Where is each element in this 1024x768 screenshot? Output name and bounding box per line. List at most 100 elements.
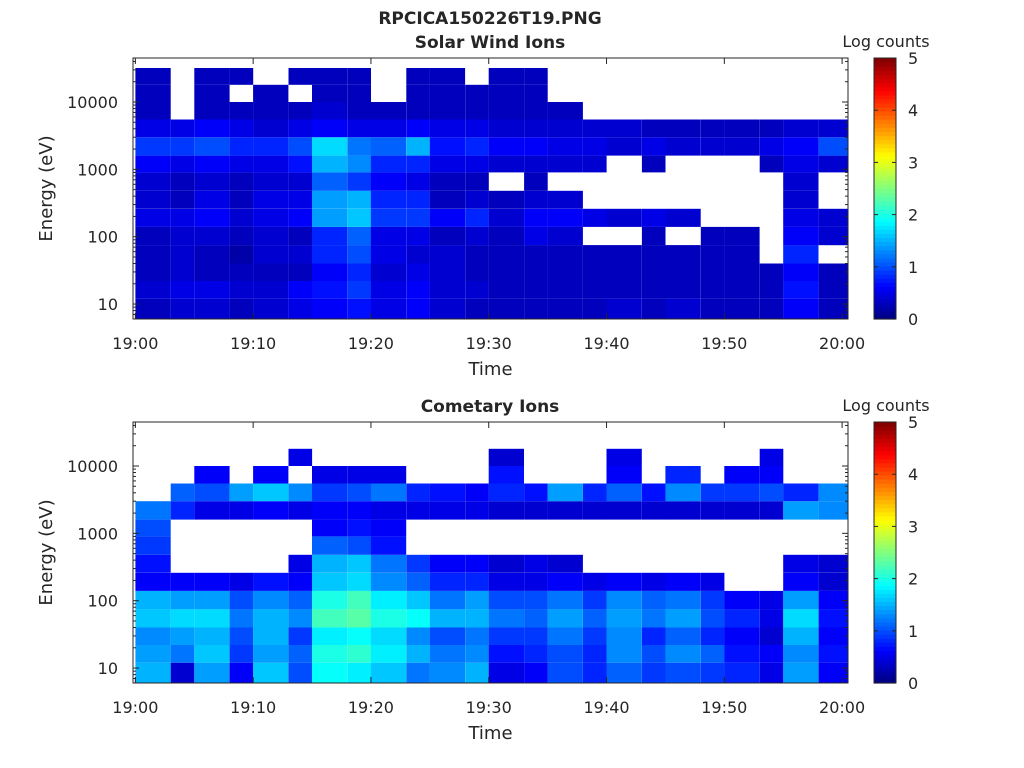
heatmap-cell	[229, 68, 254, 85]
heatmap-cell	[347, 554, 371, 573]
colorbar-segment	[874, 450, 896, 456]
colorbar-frame	[873, 57, 897, 320]
heatmap-cell	[524, 645, 548, 663]
panel-cometary: Cometary Ions 19:00 19:10 19:20 19:30 19:40 1…	[36, 396, 930, 744]
heatmap-cell	[465, 155, 489, 173]
heatmap-cell	[347, 298, 371, 319]
heatmap-cell	[253, 662, 289, 683]
heatmap-cell	[253, 155, 289, 173]
heatmap-cell	[253, 501, 289, 520]
colorbar-segment	[874, 111, 896, 116]
colorbar-segment	[874, 491, 896, 497]
heatmap-cell	[465, 298, 489, 319]
heatmap-cell	[194, 208, 230, 227]
heatmap-cell	[429, 627, 466, 645]
heatmap-cell	[641, 208, 666, 227]
heatmap-cell	[759, 590, 784, 610]
colorbar-segment	[874, 487, 896, 492]
heatmap-cell	[488, 609, 524, 628]
colorbar-segment	[874, 629, 896, 635]
heatmap-cell	[135, 263, 171, 281]
heatmap-cell	[194, 84, 230, 102]
heatmap-cell	[724, 466, 760, 484]
heatmap-cell	[194, 645, 230, 663]
heatmap-cell	[783, 572, 819, 591]
heatmap-cell	[170, 572, 195, 591]
heatmap-cell	[465, 208, 489, 227]
heatmap-cell	[347, 190, 371, 209]
colorbar-segment	[874, 528, 896, 533]
heatmap-cell	[253, 137, 289, 156]
colorbar-segment	[874, 495, 896, 501]
heatmap-cell	[406, 190, 430, 209]
heatmap-cell	[194, 172, 230, 191]
heatmap-cell	[465, 281, 489, 299]
colorbar-segment	[874, 556, 896, 562]
heatmap-cell	[370, 483, 407, 502]
heatmap-cell	[370, 662, 407, 683]
colorbar-segment	[874, 654, 896, 660]
heatmap-cell	[229, 627, 254, 645]
heatmap-cell	[818, 226, 848, 246]
heatmap-cell	[347, 155, 371, 173]
heatmap-cell	[370, 102, 407, 120]
heatmap-cell	[783, 190, 819, 209]
heatmap-cell	[783, 483, 819, 502]
colorbar-segment	[874, 168, 896, 173]
x-tick-label: 19:20	[348, 698, 394, 717]
heatmap-cell	[783, 590, 819, 610]
heatmap-cell	[465, 119, 489, 138]
heatmap-cell	[700, 572, 725, 591]
colorbar-tick-label: 4	[908, 101, 918, 120]
heatmap-cell	[370, 281, 407, 299]
heatmap-cell	[606, 245, 642, 264]
heatmap-cell	[759, 501, 784, 520]
colorbar-segment	[874, 270, 896, 275]
colorbar-tick-label: 1	[908, 258, 918, 277]
heatmap-cell	[818, 137, 848, 156]
heatmap-cell	[547, 137, 583, 156]
colorbar-segment	[874, 479, 896, 484]
heatmap-cells	[135, 68, 848, 319]
heatmap-cell	[524, 137, 548, 156]
heatmap-cell	[135, 590, 171, 610]
heatmap-cell	[288, 172, 313, 191]
heatmap-cell	[700, 609, 725, 628]
heatmap-cell	[288, 155, 313, 173]
heatmap-cell	[465, 483, 489, 502]
colorbar-tick-label: 4	[908, 465, 918, 484]
heatmap-cell	[229, 119, 254, 138]
heatmap-cell	[665, 298, 701, 319]
heatmap-cell	[665, 281, 701, 299]
colorbar-segment	[874, 515, 896, 521]
heatmap-cell	[370, 298, 407, 319]
heatmap-cell	[429, 102, 466, 120]
heatmap-cell	[818, 208, 848, 227]
heatmap-cell	[783, 172, 819, 191]
colorbar-segment	[874, 176, 896, 181]
heatmap-cell	[488, 501, 524, 520]
colorbar-segment	[874, 66, 896, 71]
heatmap-cell	[583, 483, 607, 502]
heatmap-cell	[606, 466, 642, 484]
heatmap-cell	[488, 155, 524, 173]
heatmap-cell	[547, 645, 583, 663]
y-axis: 10 100 1000 10000	[67, 424, 848, 684]
panel-title: Solar Wind Ions	[415, 33, 566, 53]
heatmap-cell	[312, 190, 348, 209]
heatmap-cell	[370, 609, 407, 628]
heatmap-cell	[465, 172, 489, 191]
heatmap-cell	[641, 281, 666, 299]
heatmap-cell	[429, 68, 466, 85]
colorbar-tick-label: 5	[908, 49, 918, 68]
heatmap-cell	[347, 172, 371, 191]
heatmap-cell	[370, 263, 407, 281]
heatmap-cell	[312, 298, 348, 319]
colorbar-segment	[874, 593, 896, 598]
heatmap-cell	[524, 298, 548, 319]
colorbar-segment	[874, 139, 896, 145]
colorbar-segment	[874, 434, 896, 439]
heatmap-cell	[700, 645, 725, 663]
colorbar-segment	[874, 180, 896, 186]
heatmap-cell	[641, 483, 666, 502]
